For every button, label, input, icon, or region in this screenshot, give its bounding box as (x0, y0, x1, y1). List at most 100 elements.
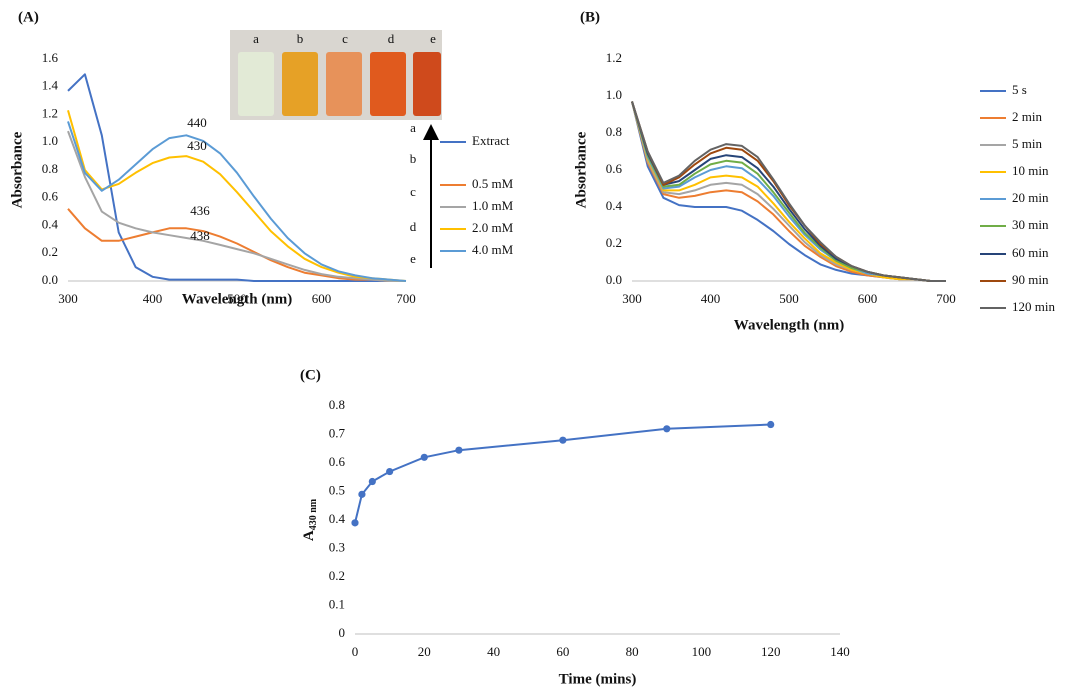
legend-label: 5 s (1012, 82, 1027, 97)
legend-label: 20 min (1012, 190, 1049, 205)
y-tick-label: 1.6 (42, 50, 59, 65)
data-point (351, 519, 359, 527)
series-line (67, 73, 406, 282)
y-tick-label: 0.8 (42, 161, 58, 176)
series-line (631, 101, 946, 282)
panel-label: (C) (300, 367, 321, 383)
panel-label: (A) (18, 9, 39, 25)
x-tick-label: 600 (312, 291, 332, 306)
x-tick-label: 80 (626, 644, 639, 659)
vial (370, 52, 406, 116)
inset-label: b (297, 31, 304, 46)
legend-label: 90 min (1012, 272, 1049, 287)
y-tick-label: 0.4 (606, 198, 623, 213)
x-tick-label: 100 (692, 644, 712, 659)
legend-label: 30 min (1012, 217, 1049, 232)
data-point (663, 425, 671, 433)
y-tick-label: 0.5 (329, 482, 345, 497)
y-tick-label: 0.2 (42, 244, 58, 259)
series-line (631, 101, 946, 282)
panel-label: (B) (580, 9, 600, 25)
vial (413, 52, 441, 116)
series-line (67, 208, 406, 282)
inset-label: c (342, 31, 348, 46)
x-axis-title: Wavelength (nm) (182, 291, 292, 307)
legend-label: Extract (472, 133, 510, 148)
legend-label: 1.0 mM (472, 198, 514, 213)
legend-label: 4.0 mM (472, 242, 514, 257)
y-tick-label: 0.4 (42, 216, 59, 231)
annotation: 440 (187, 115, 207, 130)
series-line (67, 130, 406, 282)
data-point (455, 446, 463, 454)
annotation: 438 (190, 228, 210, 243)
vial (282, 52, 318, 116)
legend-letter: c (410, 184, 416, 199)
series-line (67, 110, 407, 282)
legend-label: 2 min (1012, 109, 1042, 124)
data-point (767, 420, 775, 429)
data-point (386, 467, 394, 476)
y-axis-title: Absorbance (9, 131, 25, 208)
annotation: 430 (187, 138, 207, 153)
y-tick-label: 1.0 (42, 133, 58, 148)
x-tick-label: 500 (779, 291, 799, 306)
inset-label: e (430, 31, 436, 46)
y-axis-title: A430 nm (301, 498, 319, 541)
data-point (358, 490, 366, 498)
y-title-main: A (301, 530, 317, 541)
x-tick-label: 400 (701, 291, 721, 306)
x-tick-label: 120 (761, 644, 781, 659)
x-tick-label: 500 (227, 291, 247, 306)
y-tick-label: 0.6 (606, 161, 623, 176)
y-tick-label: 0.3 (329, 539, 345, 554)
data-point (559, 436, 567, 444)
y-tick-label: 0.6 (42, 189, 59, 204)
legend-label: 2.0 mM (472, 220, 514, 235)
legend-label: 10 min (1012, 163, 1049, 178)
data-point (368, 477, 376, 486)
inset-label: d (388, 31, 395, 46)
y-tick-label: 1.2 (42, 105, 58, 120)
vial (326, 52, 362, 116)
x-tick-label: 700 (936, 291, 956, 306)
y-tick-label: 1.4 (42, 78, 59, 93)
y-tick-label: 0.0 (606, 272, 622, 287)
y-tick-label: 0.8 (329, 397, 345, 412)
legend-label: 5 min (1012, 136, 1042, 151)
y-tick-label: 0.2 (606, 235, 622, 250)
y-tick-label: 0 (339, 625, 346, 640)
x-tick-label: 20 (418, 644, 431, 659)
legend-label: 60 min (1012, 245, 1049, 260)
data-point (420, 453, 428, 461)
y-tick-label: 0.4 (329, 511, 346, 526)
x-tick-label: 60 (556, 644, 569, 659)
y-tick-label: 0.7 (329, 425, 346, 440)
y-tick-label: 0.6 (329, 454, 346, 469)
inset-label: a (253, 31, 259, 46)
x-tick-label: 400 (143, 291, 163, 306)
x-tick-label: 40 (487, 644, 500, 659)
legend-label: 0.5 mM (472, 176, 514, 191)
x-axis-title: Time (mins) (559, 671, 637, 687)
annotation: 436 (190, 203, 210, 218)
x-tick-label: 700 (396, 291, 416, 306)
y-axis-title: Absorbance (573, 131, 589, 208)
legend-letter: b (410, 151, 417, 166)
vial (238, 52, 274, 116)
y-tick-label: 1.0 (606, 87, 622, 102)
legend-label: 120 min (1012, 299, 1055, 314)
legend-letter: d (410, 219, 417, 234)
x-tick-label: 600 (858, 291, 878, 306)
inset-photo: a b c d e (230, 30, 442, 120)
x-tick-label: 300 (58, 291, 78, 306)
series-line (67, 121, 407, 282)
y-tick-label: 0.0 (42, 272, 58, 287)
x-tick-label: 300 (622, 291, 642, 306)
y-tick-label: 0.2 (329, 568, 345, 583)
y-title-sub: 430 nm (308, 498, 319, 530)
x-axis-title: Wavelength (nm) (734, 317, 844, 333)
x-tick-label: 140 (830, 644, 850, 659)
legend-letter: a (410, 120, 416, 135)
